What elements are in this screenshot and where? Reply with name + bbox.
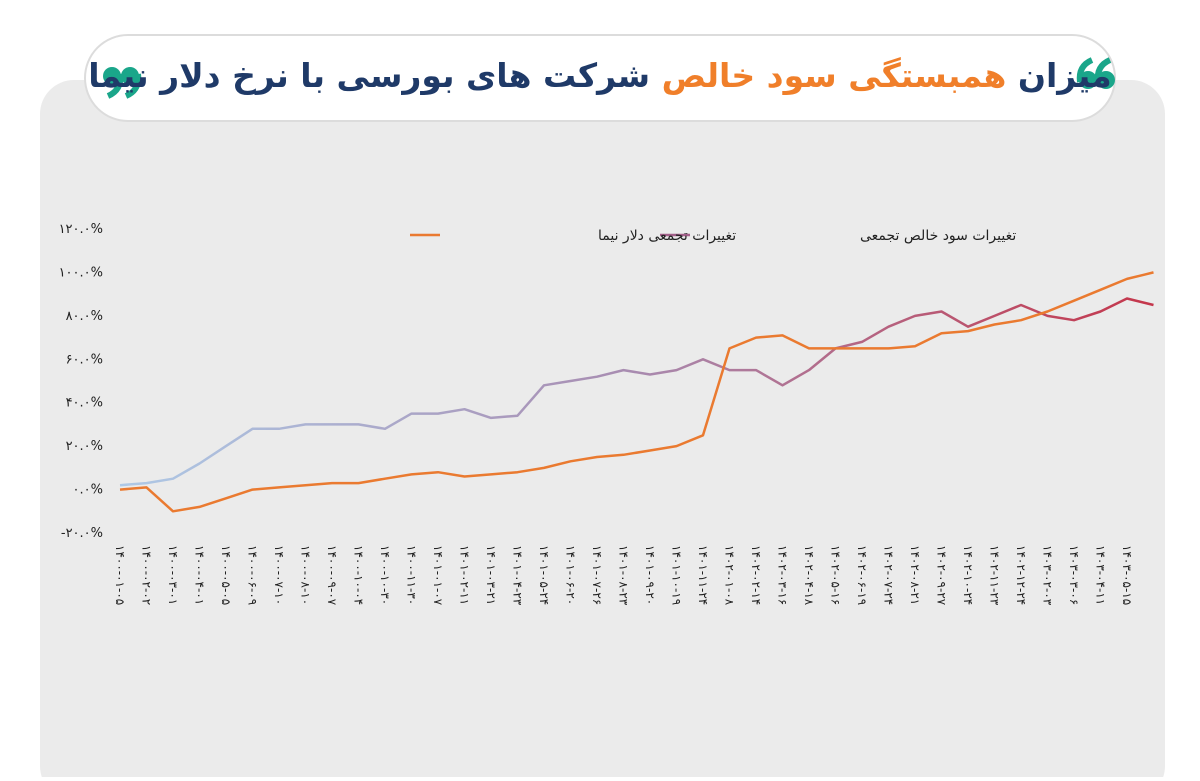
x-tick-label: ۱۴۰۰-۱۱-۳۰ — [405, 545, 419, 605]
x-tick-label: ۱۴۰۱-۱۱-۲۴ — [696, 545, 710, 605]
x-tick-label: ۱۴۰۲-۰۷-۲۴ — [882, 545, 896, 605]
x-tick-label: ۱۴۰۱-۰۹-۲۰ — [643, 545, 657, 605]
x-tick-label: ۱۴۰۳-۰۵-۱۵ — [1120, 545, 1134, 605]
x-tick-label: ۱۴۰۱-۰۵-۲۴ — [537, 545, 551, 605]
x-tick-label: ۱۴۰۰-۰۹-۰۷ — [325, 545, 339, 606]
y-tick-label: ۱۲۰.۰% — [59, 222, 103, 237]
legend-label: تغییرات تجمعی دلار نیما — [598, 228, 736, 244]
x-tick-label: ۱۴۰۳-۰۳-۰۶ — [1067, 545, 1081, 605]
x-tick-label: ۱۴۰۳-۰۲-۰۳ — [1041, 545, 1055, 606]
x-tick-label: ۱۴۰۱-۱۰-۱۹ — [670, 545, 684, 605]
y-tick-label: ۲۰.۰% — [66, 439, 103, 454]
x-tick-label: ۱۴۰۲-۰۸-۲۱ — [908, 545, 922, 605]
y-tick-label: ۱۰۰.۰% — [59, 265, 103, 280]
x-tick-label: ۱۴۰۲-۱۰-۲۴ — [961, 545, 975, 605]
x-tick-label: ۱۴۰۰-۰۲-۰۲ — [140, 545, 154, 605]
x-tick-label: ۱۴۰۰-۰۷-۱۰ — [272, 545, 286, 605]
quote-marks — [103, 57, 1115, 99]
x-tick-label: ۱۴۰۱-۰۷-۲۶ — [590, 545, 604, 605]
x-tick-label: ۱۴۰۱-۰۳-۲۱ — [484, 545, 498, 605]
x-tick-label: ۱۴۰۱-۰۶-۲۰ — [564, 545, 578, 605]
x-tick-label: ۱۴۰۳-۰۴-۱۱ — [1094, 545, 1108, 605]
x-tick-label: ۱۴۰۱-۰۸-۲۳ — [617, 545, 631, 606]
x-tick-label: ۱۴۰۲-۰۴-۱۸ — [802, 545, 816, 606]
x-tick-label: ۱۴۰۰-۰۴-۰۱ — [193, 545, 207, 605]
chart-title: میزان همبستگی سود خالص شرکت های بورسی با… — [88, 56, 1112, 96]
x-tick-label: ۱۴۰۰-۱۰-۳۰ — [378, 545, 392, 605]
x-tick-label: ۱۴۰۲-۰۳-۱۶ — [776, 545, 790, 605]
series-line — [119, 271, 1154, 513]
panel — [40, 80, 1165, 781]
x-tick-label: ۱۴۰۱-۰۱-۰۷ — [431, 545, 445, 606]
x-tick-label: ۱۴۰۲-۱۱-۲۳ — [988, 545, 1002, 606]
x-tick-label: ۱۴۰۰-۰۶-۰۹ — [246, 545, 260, 605]
legend-label: تغییرات سود خالص تجمعی — [860, 228, 1016, 244]
x-tick-label: ۱۴۰۲-۰۶-۱۹ — [855, 545, 869, 605]
y-tick-label: ۴۰.۰% — [66, 396, 103, 411]
title-part: همبستگی سود خالص — [662, 56, 1007, 96]
x-tick-label: ۱۴۰۰-۰۸-۱۰ — [299, 545, 313, 605]
x-tick-label: ۱۴۰۲-۱۲-۲۴ — [1014, 545, 1028, 605]
x-tick-label: ۱۴۰۲-۰۵-۱۶ — [829, 545, 843, 605]
x-tick-label: ۱۴۰۰-۰۳-۰۱ — [166, 545, 180, 605]
y-tick-label: ۶۰.۰% — [66, 352, 103, 367]
x-tick-label: ۱۴۰۰-۰۱-۰۵ — [113, 545, 127, 605]
x-tick-label: ۱۴۰۲-۰۲-۱۴ — [749, 545, 763, 605]
title-part: شرکت های بورسی با نرخ دلار نیما — [88, 56, 650, 96]
title-part: میزان — [1018, 56, 1112, 96]
title-pill — [84, 34, 1116, 122]
x-tick-label: ۱۴۰۰-۱۰-۰۴ — [352, 545, 366, 605]
y-tick-label: ۸۰.۰% — [66, 309, 103, 324]
y-tick-label: -۲۰.۰% — [61, 526, 103, 541]
y-tick-label: ۰.۰% — [73, 483, 103, 498]
series-line — [119, 297, 1154, 487]
x-tick-label: ۱۴۰۲-۰۹-۲۷ — [935, 545, 949, 606]
x-tick-label: ۱۴۰۲-۰۱-۰۸ — [723, 545, 737, 606]
x-tick-label: ۱۴۰۰-۰۵-۰۵ — [219, 545, 233, 605]
x-tick-label: ۱۴۰۱-۰۴-۲۳ — [511, 545, 525, 606]
x-tick-label: ۱۴۰۱-۰۲-۱۱ — [458, 545, 472, 605]
